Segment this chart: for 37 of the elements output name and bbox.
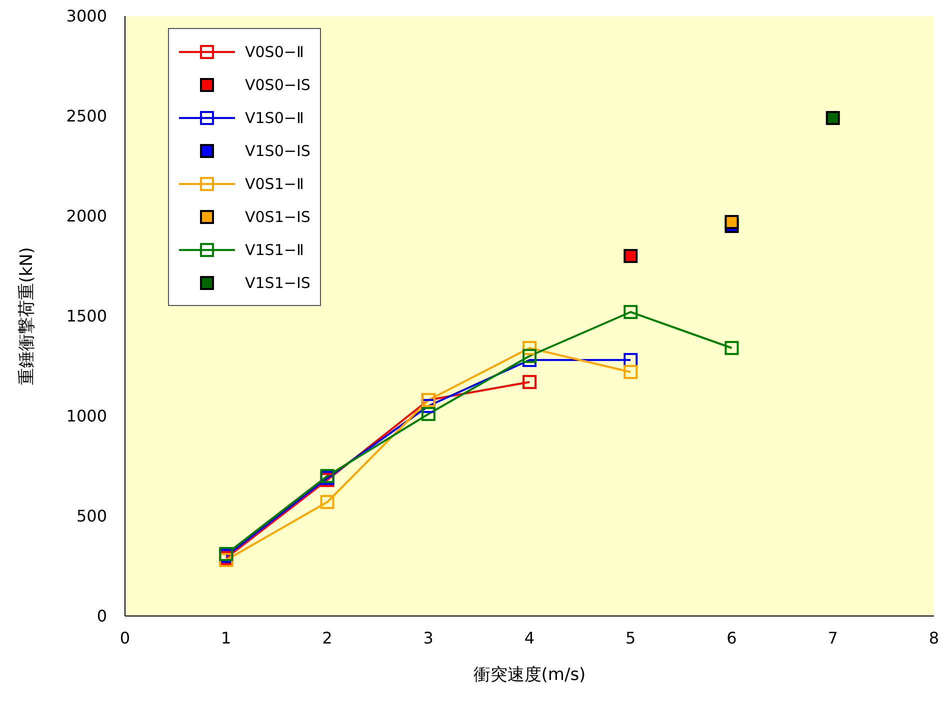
x-tick-label: 3 [423, 628, 434, 648]
x-tick-label: 8 [928, 628, 940, 648]
legend-label: V0S1−Ⅱ [245, 174, 304, 192]
legend-label: V0S0−Ⅱ [245, 42, 304, 60]
y-tick-label: 2000 [66, 206, 107, 226]
point [624, 305, 638, 319]
y-tick-label: 3000 [66, 6, 107, 26]
x-tick-label: 6 [726, 628, 737, 648]
point [826, 111, 840, 125]
legend-label: V1S0−IS [245, 142, 310, 160]
legend-label: V0S0−IS [245, 76, 310, 94]
point [724, 341, 739, 355]
y-axis-title: 重錘衝撃荷重(kN) [17, 247, 38, 385]
point [320, 495, 334, 509]
point [522, 375, 536, 389]
legend-label: V1S1−Ⅱ [245, 240, 304, 258]
x-tick-label: 1 [221, 628, 232, 648]
y-tick-label: 500 [76, 506, 107, 526]
x-tick-label: 7 [828, 628, 838, 648]
y-tick-label: 2500 [66, 106, 107, 126]
point [522, 341, 536, 355]
x-axis-title: 衝突速度(m/s) [473, 665, 586, 685]
point [624, 249, 638, 263]
point [624, 365, 638, 379]
legend-label: V1S0−Ⅱ [245, 108, 304, 126]
point [522, 349, 536, 363]
legend-label: V0S1−IS [245, 208, 310, 226]
point [421, 407, 436, 421]
point [724, 215, 739, 229]
x-tick-label: 5 [626, 628, 636, 648]
x-tick-label: 4 [524, 628, 535, 648]
legend-label: V1S1−IS [245, 274, 310, 292]
x-tick-label: 2 [322, 628, 332, 648]
x-tick-label: 0 [120, 628, 130, 648]
y-tick-label: 0 [96, 606, 107, 626]
y-tick-label: 1000 [66, 406, 107, 426]
y-tick-label: 1500 [66, 306, 107, 326]
